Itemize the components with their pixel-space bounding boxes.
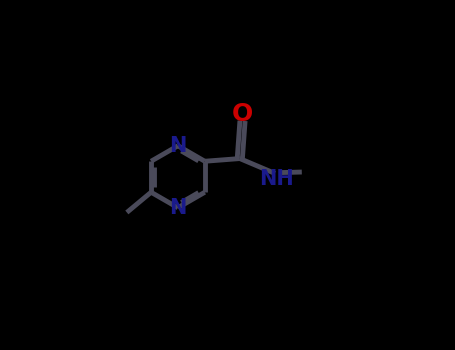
Text: N: N <box>169 136 187 156</box>
Text: O: O <box>232 102 253 126</box>
Text: NH: NH <box>259 169 293 189</box>
Text: N: N <box>169 198 187 218</box>
